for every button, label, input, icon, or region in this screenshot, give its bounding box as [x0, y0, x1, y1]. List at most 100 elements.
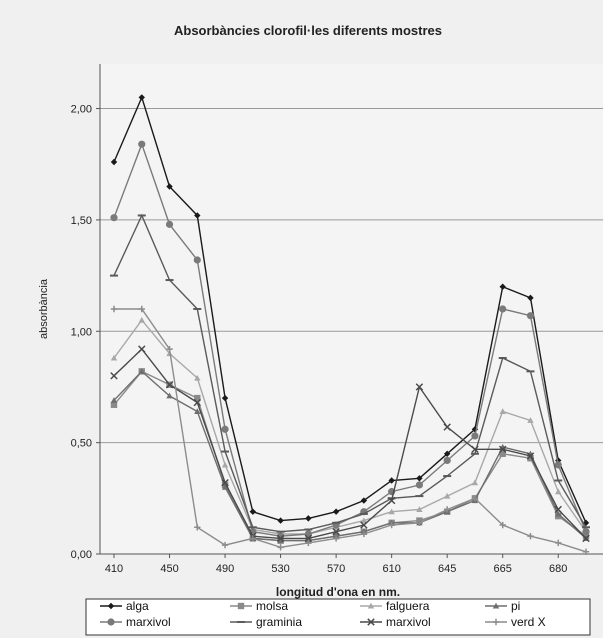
- data-point: [110, 397, 118, 403]
- x-axis-ticks: 410 450 490 530 570 610 645 665 680: [105, 554, 567, 575]
- data-point: [443, 492, 451, 499]
- x-tick-label: 665: [494, 563, 512, 575]
- data-point: [499, 521, 506, 529]
- data-point: [110, 372, 118, 380]
- x-tick-label: 680: [549, 563, 567, 575]
- x-tick-label: 610: [382, 563, 400, 575]
- data-point: [555, 539, 562, 547]
- data-point: [554, 461, 562, 469]
- data-point: [499, 408, 506, 415]
- legend-marker: [237, 602, 245, 610]
- plot-area: [100, 64, 603, 554]
- data-point: [194, 212, 201, 219]
- data-point: [527, 294, 534, 302]
- x-tick-label: 450: [160, 563, 178, 575]
- data-point: [415, 481, 424, 489]
- data-point: [193, 398, 202, 407]
- data-point: [416, 506, 423, 513]
- data-point: [526, 312, 535, 320]
- data-point: [194, 524, 201, 531]
- data-point: [416, 519, 423, 527]
- legend-label: alga: [126, 599, 149, 613]
- data-point: [221, 461, 229, 468]
- data-point: [471, 495, 479, 502]
- data-point: [471, 479, 479, 486]
- legend-entry: pi: [485, 599, 520, 613]
- data-point: [166, 392, 173, 399]
- legend-entry: molsa: [230, 599, 288, 613]
- data-point: [360, 521, 368, 529]
- legend-box: [85, 598, 591, 636]
- data-point: [221, 394, 229, 402]
- x-tick-label: 490: [216, 563, 234, 575]
- data-point: [360, 530, 368, 538]
- legend-marker: [492, 618, 500, 626]
- data-point: [110, 401, 118, 408]
- x-axis-label: longitud d'ona en nm.: [276, 585, 400, 599]
- legend-label: graminia: [256, 615, 302, 629]
- data-point: [249, 508, 257, 515]
- x-tick-label: 570: [327, 563, 345, 575]
- data-point: [555, 457, 562, 464]
- y-tick-label: 1,50: [71, 215, 92, 227]
- x-tick-label: 645: [438, 563, 456, 575]
- data-point: [304, 534, 313, 543]
- series-verd-X: [110, 305, 590, 555]
- data-point: [582, 528, 590, 536]
- series-line: [113, 348, 587, 540]
- data-point: [166, 345, 173, 353]
- series-line: [113, 213, 587, 533]
- y-tick-label: 1,00: [71, 326, 92, 338]
- legend-marker: [107, 602, 115, 610]
- data-point: [305, 539, 312, 547]
- data-point: [499, 283, 506, 290]
- series-graminia: [110, 213, 590, 533]
- data-point: [388, 477, 395, 484]
- legend: alga molsa falguera pi marxivol graminia marxi…: [85, 598, 591, 636]
- data-point: [138, 94, 145, 101]
- legend-marker: [367, 602, 375, 609]
- series-line: [113, 318, 587, 535]
- data-point: [138, 316, 145, 323]
- legend-label: falguera: [386, 599, 430, 613]
- data-point: [276, 534, 285, 543]
- y-tick-label: 2,00: [71, 104, 92, 116]
- data-point: [110, 158, 118, 166]
- data-point: [582, 534, 590, 543]
- data-point: [443, 423, 451, 431]
- legend-label: pi: [511, 599, 520, 613]
- legend-label: marxivol: [126, 615, 171, 629]
- data-point: [194, 374, 201, 381]
- data-point: [221, 425, 229, 433]
- data-point: [193, 256, 201, 264]
- legend-entry: marxivol: [100, 615, 171, 629]
- data-point: [332, 508, 340, 515]
- data-point: [194, 408, 201, 415]
- data-point: [221, 541, 229, 549]
- data-point: [360, 497, 368, 504]
- data-point: [527, 417, 534, 423]
- series-line: [113, 370, 587, 542]
- data-point: [221, 483, 229, 490]
- legend-marker: [367, 618, 375, 626]
- y-tick-label: 0,00: [71, 549, 92, 561]
- series-line: [114, 308, 587, 553]
- data-point: [332, 535, 340, 542]
- legend-label: molsa: [256, 599, 288, 613]
- chart-title: Absorbàncies clorofil·les diferents most…: [174, 23, 442, 38]
- legend-entry: graminia: [230, 615, 302, 629]
- data-point: [471, 432, 479, 440]
- data-point: [527, 532, 534, 540]
- data-point: [471, 445, 479, 454]
- data-point: [110, 214, 118, 222]
- data-point: [555, 488, 562, 495]
- data-point: [166, 183, 173, 190]
- data-point: [249, 535, 257, 542]
- data-point: [443, 506, 451, 513]
- series-layer: [110, 94, 590, 555]
- data-point: [332, 527, 340, 536]
- data-point: [415, 383, 424, 391]
- data-point: [305, 515, 312, 522]
- data-point: [277, 517, 284, 524]
